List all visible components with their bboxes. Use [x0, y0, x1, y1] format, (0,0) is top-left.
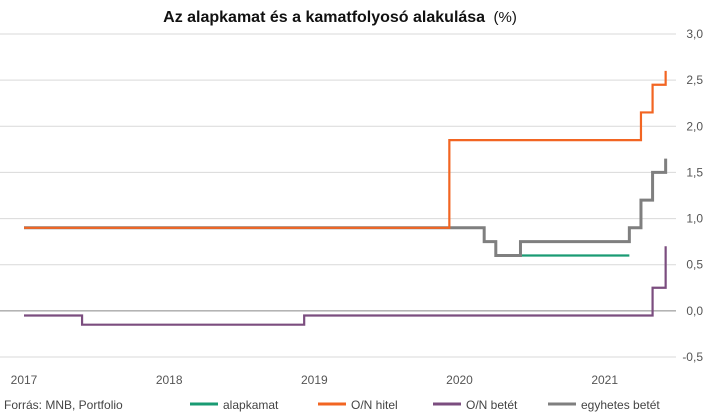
source-note: Forrás: MNB, Portfolio [4, 398, 123, 412]
y-tick-label: 0,5 [686, 258, 703, 272]
series-line-o-n-hitel [24, 70, 667, 229]
y-axis-ticks: 3,0 2,5 2,0 1,5 1,0 0,5 0,0 -0,5 [682, 27, 703, 364]
chart-title: Az alapkamat és a kamatfolyosó alakulása… [163, 9, 517, 26]
legend-label: O/N betét [466, 398, 518, 412]
y-tick-label: 3,0 [686, 27, 703, 41]
legend-label: egyhetes betét [581, 398, 660, 412]
x-tick-label: 2020 [446, 373, 473, 387]
x-axis-ticks: 2017 2018 2019 2020 2021 [11, 373, 619, 387]
y-tick-label: 0,0 [686, 304, 703, 318]
legend-label: alapkamat [223, 398, 279, 412]
legend-label: O/N hitel [351, 398, 398, 412]
x-tick-label: 2018 [156, 373, 183, 387]
y-tick-label: 1,5 [686, 165, 703, 179]
y-tick-label: 2,0 [686, 119, 703, 133]
x-tick-label: 2019 [301, 373, 328, 387]
x-tick-label: 2017 [11, 373, 38, 387]
y-tick-label: -0,5 [682, 350, 703, 364]
x-tick-label: 2021 [591, 373, 618, 387]
y-tick-label: 2,5 [686, 73, 703, 87]
series-line-o-n-bet-t [24, 246, 667, 326]
series-lines [24, 70, 668, 326]
gridlines [0, 33, 676, 358]
legend: alapkamat O/N hitel O/N betét egyhetes beté… [190, 398, 660, 412]
series-line-egyhetes-bet-t [24, 158, 668, 257]
y-tick-label: 1,0 [686, 212, 703, 226]
